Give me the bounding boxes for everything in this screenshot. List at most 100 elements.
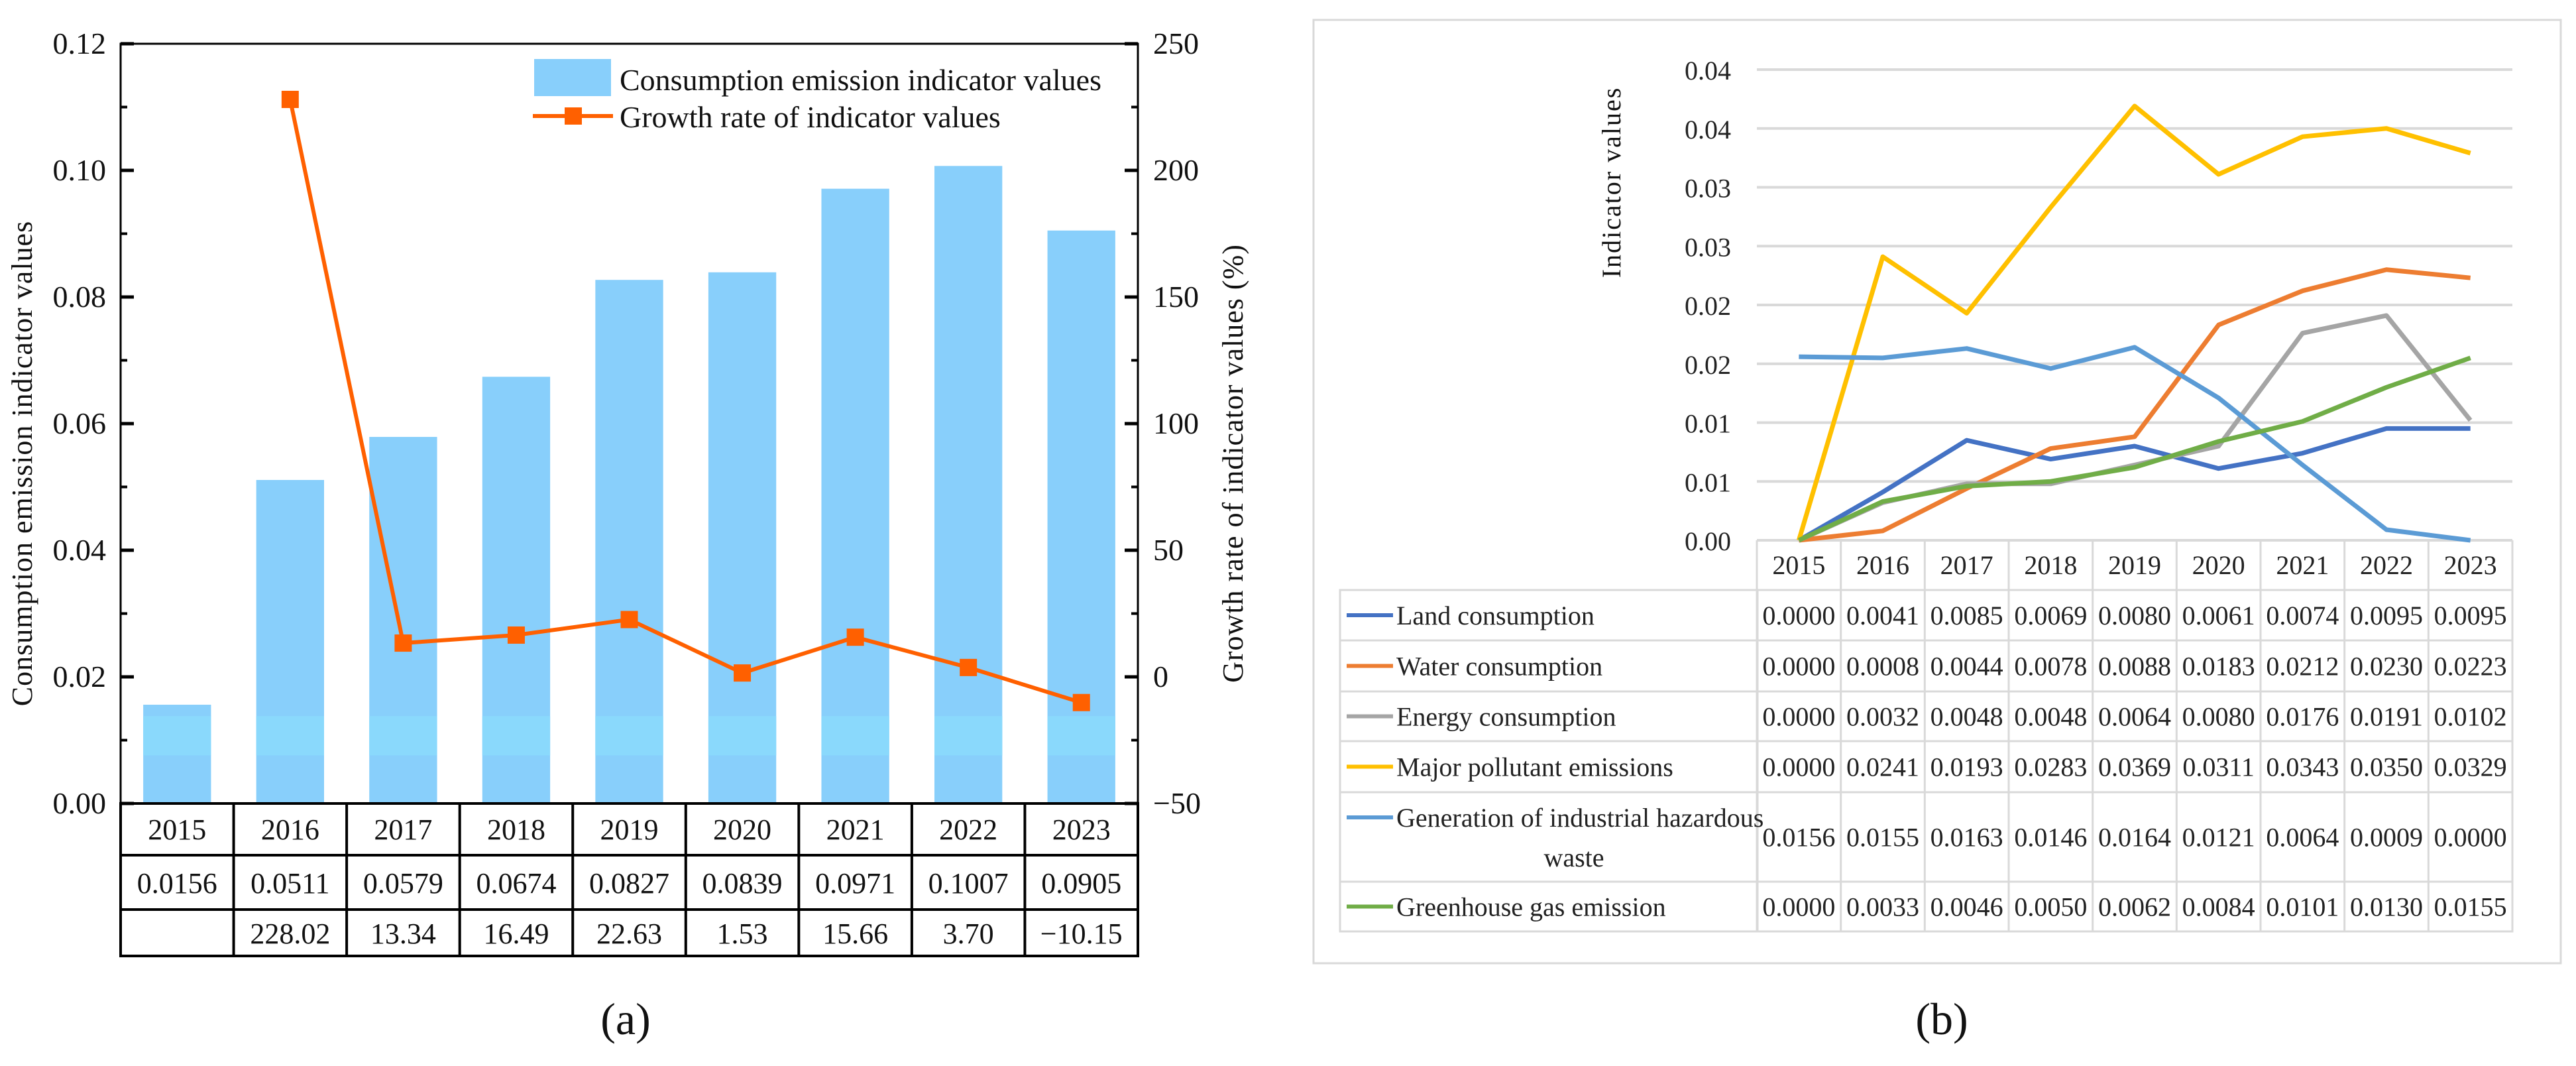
bar-band [934, 716, 1003, 756]
table-value-cell: 0.0193 [1931, 752, 2003, 782]
growth-point-2017 [394, 634, 412, 652]
table-year-cell: 2016 [261, 813, 319, 846]
caption-b: (b) [1915, 994, 1968, 1044]
table-value-cell: 0.0191 [2350, 702, 2423, 732]
chart-a-consumption-emission: 0.00 0.02 0.04 0.06 0.08 0.10 0.12 −50 0 50 100 150… [6, 27, 1249, 1044]
table-value-cell: 0.0080 [2098, 601, 2171, 630]
table-value-cell: 0.0155 [1846, 823, 1919, 853]
data-table-frame [119, 802, 1139, 957]
table-value-cell: 0.0163 [1931, 823, 2003, 853]
table-growth-cell: −10.15 [1040, 918, 1123, 950]
table-growth-cell: 3.70 [943, 918, 994, 950]
table-value-cell: 0.0283 [2014, 752, 2087, 782]
table-value-cell: 0.0048 [1931, 702, 2003, 732]
table-value-cell: 0.0176 [2266, 702, 2339, 732]
table-value-cell: 0.0000 [1762, 652, 1835, 681]
x-category-label: 2023 [2444, 550, 2497, 580]
table-year-cell: 2015 [148, 813, 206, 846]
series-line-water-consumption [1798, 267, 2471, 543]
table-value-cell: 0.0046 [1931, 892, 2003, 922]
legend-bar-label: Consumption emission indicator values [620, 63, 1101, 97]
left-tick-label: 0.08 [53, 280, 107, 314]
right-tick-label: 150 [1153, 280, 1199, 314]
legend-line-marker [565, 107, 582, 125]
series-name: Greenhouse gas emission [1396, 892, 1666, 922]
table-year-cell: 2019 [600, 813, 659, 846]
series-line-land-consumption [1797, 426, 2471, 543]
table-value-cell: 0.0088 [2098, 652, 2171, 681]
table-year-cell: 2023 [1052, 813, 1111, 846]
right-tick-label: 0 [1153, 660, 1168, 693]
y-tick-label: 0.04 [1685, 115, 1731, 145]
chart-b-indicator-values: 0.00 0.01 0.01 0.02 0.02 0.03 0.03 0.04 0.04 Indi… [1312, 19, 2562, 1044]
right-axis-title: Growth rate of indicator values (%) [1217, 244, 1249, 683]
right-tick-label: 200 [1153, 153, 1199, 187]
y-tick-label: 0.00 [1685, 526, 1731, 556]
y-tick-label: 0.02 [1685, 291, 1731, 321]
table-value-cell: 0.0064 [2266, 823, 2339, 853]
table-value-cell: 0.0033 [1846, 892, 1919, 922]
table-value-cell: 0.0048 [2014, 702, 2087, 732]
table-value-cell: 0.0212 [2266, 652, 2339, 681]
table-value-cell: 0.0121 [2182, 823, 2255, 853]
data-table-frame [1339, 589, 2514, 933]
bar-band [595, 716, 663, 756]
table-value-cell: 0.0044 [1931, 652, 2003, 681]
table-year-cell: 2020 [713, 813, 771, 846]
x-category-label: 2021 [2276, 550, 2329, 580]
x-category-label: 2015 [1772, 550, 1825, 580]
right-tick-label: 100 [1153, 406, 1199, 440]
growth-point-2018 [507, 626, 525, 644]
series-name: waste [1543, 843, 1604, 872]
left-tick-label: 0.04 [53, 533, 107, 567]
table-year-cell: 2022 [939, 813, 997, 846]
table-value-cell: 0.0223 [2434, 652, 2507, 681]
table-value-cell: 0.0311 [2182, 752, 2255, 782]
right-tick-label: 250 [1153, 27, 1199, 60]
table-value-cell: 0.0069 [2014, 601, 2087, 630]
table-value-cell: 0.0000 [2434, 823, 2507, 853]
left-tick-label: 0.02 [53, 660, 107, 693]
table-year-cell: 2018 [487, 813, 545, 846]
bar-band [256, 716, 324, 756]
table-value-cell: 0.0084 [2182, 892, 2255, 922]
y-axis-title: Indicator values [1596, 87, 1626, 278]
left-tick-label: 0.12 [53, 27, 107, 60]
table-value-cell: 0.0241 [1846, 752, 1919, 782]
bar-band [821, 716, 889, 756]
bar-band [1047, 716, 1115, 756]
table-value-cell: 0.0080 [2182, 702, 2255, 732]
table-value-cell: 0.0971 [815, 867, 895, 900]
table-value-cell: 0.0078 [2014, 652, 2087, 681]
x-category-label: 2017 [1940, 550, 1993, 580]
left-tick-label: 0.00 [53, 786, 107, 820]
bar-band [482, 716, 551, 756]
table-value-cell: 0.0369 [2098, 752, 2171, 782]
table-value-cell: 0.0839 [702, 867, 783, 900]
series-name: Water consumption [1396, 652, 1602, 681]
x-category-label: 2019 [2108, 550, 2161, 580]
table-value-cell: 0.0041 [1846, 601, 1919, 630]
table-value-cell: 0.0329 [2434, 752, 2507, 782]
bar-2022 [934, 166, 1003, 803]
left-tick-label: 0.10 [53, 153, 107, 187]
x-category-label: 2018 [2024, 550, 2077, 580]
table-value-cell: 0.0905 [1041, 867, 1121, 900]
right-tick-label: 50 [1153, 533, 1184, 567]
growth-point-2020 [734, 664, 752, 682]
series-line-major-pollutant-emissions [1796, 103, 2471, 541]
table-value-cell: 0.0074 [2266, 601, 2339, 630]
table-value-cell: 0.1007 [928, 867, 1009, 900]
table-value-cell: 0.0183 [2182, 652, 2255, 681]
table-value-cell: 0.0000 [1762, 601, 1835, 630]
table-value-cell: 0.0009 [2350, 823, 2423, 853]
y-tick-label: 0.02 [1685, 350, 1731, 380]
y-tick-label: 0.04 [1685, 56, 1731, 86]
series-name: Land consumption [1396, 601, 1595, 630]
right-tick-label: −50 [1153, 786, 1201, 820]
bar-band [369, 716, 437, 756]
table-value-cell: 0.0827 [589, 867, 669, 900]
table-value-cell: 0.0085 [1931, 601, 2003, 630]
y-tick-label: 0.01 [1685, 409, 1731, 439]
